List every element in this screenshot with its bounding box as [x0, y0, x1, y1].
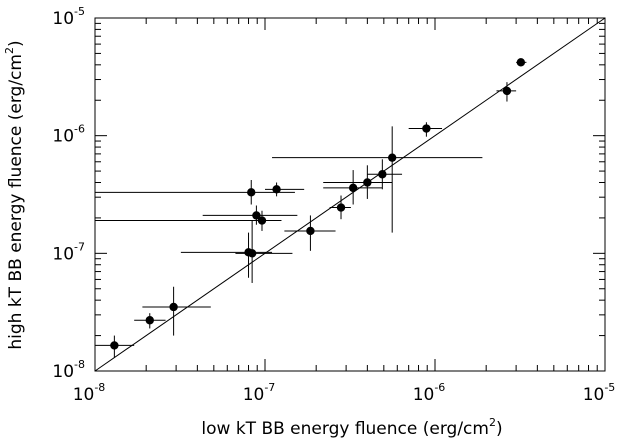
data-point-marker [110, 341, 119, 350]
data-point-marker [336, 203, 346, 212]
data-point-marker [247, 249, 257, 258]
data-point [134, 313, 166, 329]
reference-line-layer [94, 17, 606, 372]
data-point [142, 286, 211, 336]
data-point [323, 165, 393, 199]
data-points-layer [95, 58, 527, 358]
x-axis-label: low kT BB energy fluence (erg/cm2) [201, 416, 502, 439]
data-point-marker [516, 58, 526, 67]
data-point-marker [145, 316, 154, 325]
y-axis-label: high kT BB energy fluence (erg/cm2) [3, 40, 26, 349]
data-point-marker [363, 178, 372, 187]
equality-line [94, 17, 606, 372]
data-point-marker [169, 302, 178, 312]
axis-ticks [94, 18, 605, 372]
data-point [284, 215, 336, 251]
y-axis-label-superscript: 2 [3, 47, 16, 54]
data-point-marker [272, 185, 281, 194]
data-point [516, 58, 527, 67]
data-point-marker [502, 86, 512, 96]
x-axis-label-superscript: 2 [489, 416, 496, 429]
data-point [95, 179, 295, 205]
data-point [202, 205, 298, 225]
data-point [272, 126, 483, 233]
x-tick-label: 10-6 [413, 381, 446, 405]
y-tick-label: 10-6 [52, 123, 85, 147]
data-point-marker [387, 153, 397, 162]
x-tick-label: 10-8 [73, 381, 106, 405]
data-point-marker [348, 183, 358, 193]
data-point-marker [247, 188, 256, 197]
y-tick-label: 10-5 [52, 5, 85, 29]
data-point [265, 182, 305, 197]
data-point [408, 122, 443, 137]
tick-labels-layer: 10-8 10-7 10-6 10-5 10-8 10-7 10-6 10-5 [52, 5, 615, 405]
data-point [180, 232, 273, 278]
data-point-marker [422, 124, 431, 133]
data-point [496, 82, 517, 102]
y-tick-label: 10-7 [52, 240, 85, 264]
data-point-marker [306, 226, 315, 236]
data-point [323, 170, 383, 205]
data-point-marker [257, 216, 267, 225]
x-tick-label: 10-7 [243, 381, 276, 405]
data-point [329, 195, 351, 220]
data-point-marker [378, 170, 387, 179]
x-tick-label: 10-5 [583, 381, 616, 405]
data-point [95, 335, 135, 358]
x-axis-label-close: ) [496, 419, 503, 439]
data-point [235, 220, 293, 283]
y-tick-label: 10-8 [52, 358, 85, 382]
data-point-marker [252, 211, 261, 220]
y-axis-label-close: ) [6, 40, 26, 47]
data-point [95, 210, 282, 231]
plot-frame [94, 17, 606, 372]
data-point [367, 159, 403, 190]
